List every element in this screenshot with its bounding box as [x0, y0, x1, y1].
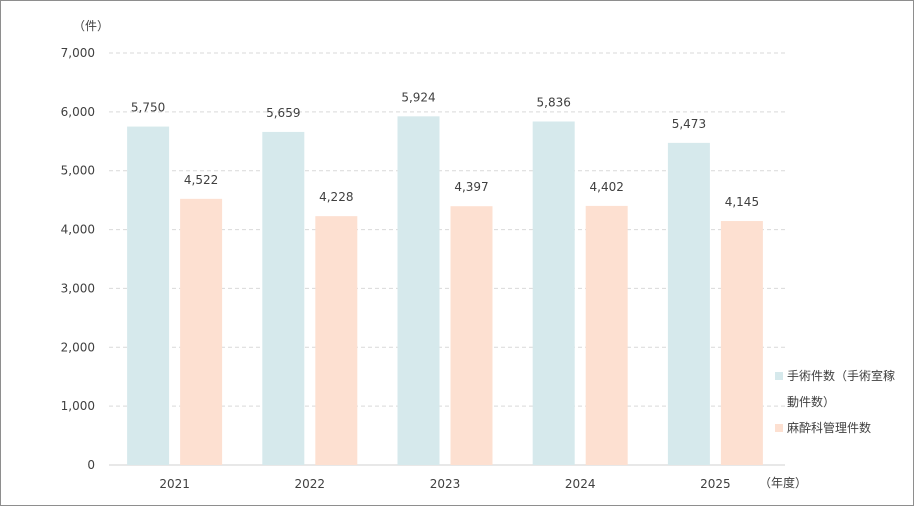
- y-tick-label: 4,000: [61, 223, 95, 237]
- legend-swatch-anesthesia: [775, 424, 783, 432]
- y-tick-label: 1,000: [61, 399, 95, 413]
- data-label-anesthesia: 4,522: [184, 173, 218, 187]
- legend-label-anesthesia: 麻酔科管理件数: [787, 421, 872, 435]
- bar-surgery: [397, 116, 440, 465]
- legend-swatch-surgery: [775, 372, 783, 380]
- bar-anesthesia: [585, 205, 628, 465]
- legend-item-anesthesia: 麻酔科管理件数: [775, 415, 905, 441]
- bar-anesthesia: [450, 206, 493, 465]
- legend: 手術件数（手術室稼動件数） 麻酔科管理件数: [775, 363, 905, 441]
- y-tick-label: 5,000: [61, 164, 95, 178]
- bar-anesthesia: [720, 221, 763, 465]
- y-tick-label: 6,000: [61, 105, 95, 119]
- x-tick-label: 2025: [700, 477, 731, 491]
- y-tick-label: 0: [87, 458, 95, 472]
- y-tick-label: 3,000: [61, 281, 95, 295]
- data-label-anesthesia: 4,402: [590, 180, 624, 194]
- x-tick-label: 2022: [295, 477, 326, 491]
- data-label-surgery: 5,924: [401, 90, 435, 104]
- bar-anesthesia: [315, 216, 358, 465]
- data-label-anesthesia: 4,145: [725, 195, 759, 209]
- x-tick-label: 2021: [159, 477, 190, 491]
- bar-surgery: [667, 142, 710, 465]
- x-tick-label: 2023: [430, 477, 461, 491]
- data-label-surgery: 5,659: [266, 106, 300, 120]
- data-label-surgery: 5,750: [131, 101, 165, 115]
- bar-anesthesia: [180, 198, 223, 465]
- legend-label-surgery: 手術件数（手術室稼動件数）: [787, 369, 896, 409]
- data-label-surgery: 5,473: [672, 117, 706, 131]
- y-tick-label: 7,000: [61, 46, 95, 60]
- x-tick-label: 2024: [565, 477, 596, 491]
- data-label-anesthesia: 4,397: [454, 180, 488, 194]
- legend-item-surgery: 手術件数（手術室稼動件数）: [775, 363, 905, 415]
- y-tick-label: 2,000: [61, 340, 95, 354]
- x-unit-label: （年度）: [759, 475, 807, 490]
- data-label-anesthesia: 4,228: [319, 190, 353, 204]
- bar-surgery: [532, 121, 575, 466]
- bar-surgery: [127, 126, 170, 466]
- bar-surgery: [262, 131, 305, 465]
- data-label-surgery: 5,836: [537, 96, 571, 110]
- y-unit-label: （件）: [73, 19, 109, 33]
